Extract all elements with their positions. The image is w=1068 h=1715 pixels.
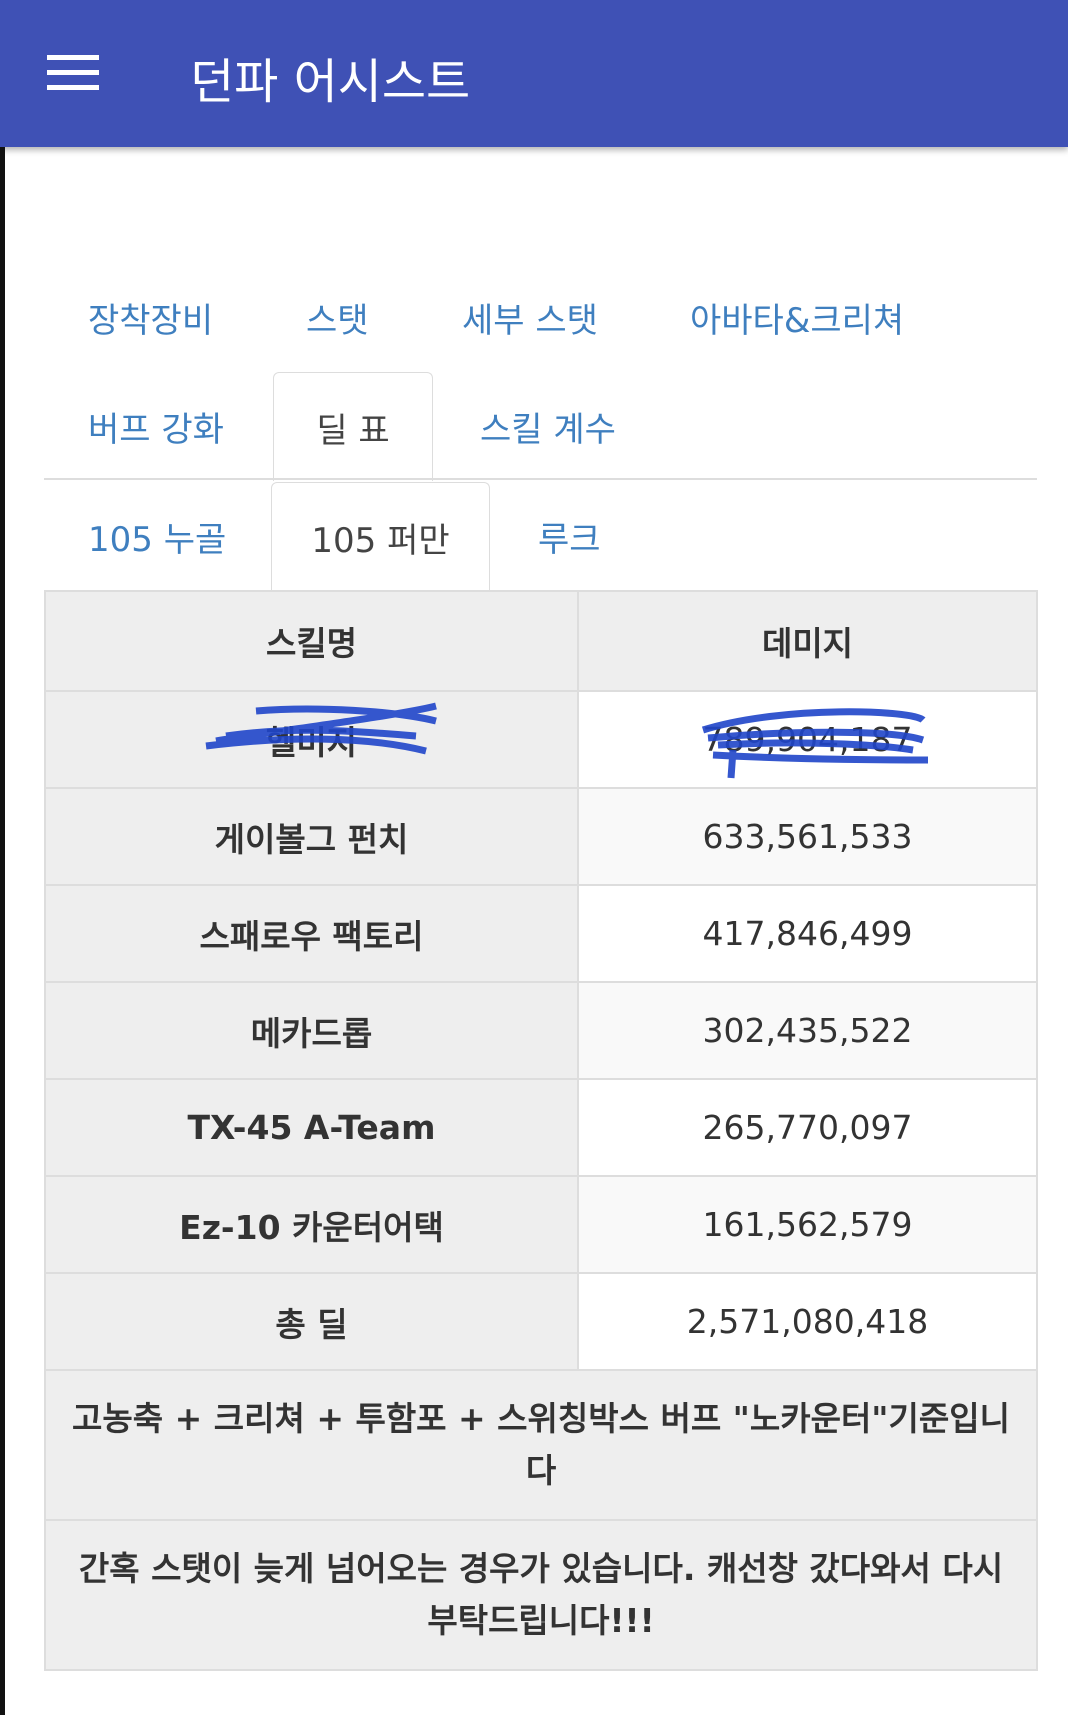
note-row: 고농축 + 크리쳐 + 투함포 + 스위칭박스 버프 "노카운터"기준입니다 bbox=[44, 1369, 1038, 1521]
hamburger-icon[interactable] bbox=[47, 55, 99, 91]
total-row: 총 딜 2,571,080,418 bbox=[44, 1272, 1038, 1371]
redacted-skill: 헬미지 bbox=[205, 702, 437, 764]
app-bar: 던파 어시스트 bbox=[0, 0, 1068, 147]
table-header: 스킬명 데미지 bbox=[44, 590, 1038, 692]
col-damage: 데미지 bbox=[577, 590, 1038, 692]
tab-skill-coef[interactable]: 스킬 계수 bbox=[480, 410, 616, 450]
subtab-105-perman[interactable]: 105 퍼만 bbox=[271, 482, 490, 592]
left-edge bbox=[0, 147, 5, 1715]
tab-equipment[interactable]: 장착장비 bbox=[88, 301, 214, 341]
damage-table: 스킬명 데미지 헬미지 789,904,187 게이볼그 펀치 633,561,53… bbox=[44, 590, 1038, 1671]
col-skill-name: 스킬명 bbox=[44, 590, 579, 692]
subtab-luke[interactable]: 루크 bbox=[538, 520, 601, 560]
scribble-icon bbox=[205, 702, 437, 754]
tab-buff[interactable]: 버프 강화 bbox=[88, 410, 224, 450]
table-row: 헬미지 789,904,187 bbox=[44, 690, 1038, 789]
tab-damage-table[interactable]: 딜 표 bbox=[273, 372, 433, 481]
scribble-icon bbox=[701, 708, 928, 779]
table-row: 메카드롭 302,435,522 bbox=[44, 981, 1038, 1080]
app-title: 던파 어시스트 bbox=[190, 54, 471, 110]
tab-divider bbox=[44, 478, 1037, 480]
table-row: TX-45 A-Team 265,770,097 bbox=[44, 1078, 1038, 1177]
subtab-105-nugol[interactable]: 105 누골 bbox=[88, 520, 227, 560]
tab-avatar-creature[interactable]: 아바타&크리쳐 bbox=[690, 301, 905, 341]
tab-stats[interactable]: 스탯 bbox=[306, 301, 369, 341]
table-row: 스패로우 팩토리 417,846,499 bbox=[44, 884, 1038, 983]
tab-detail-stats[interactable]: 세부 스탯 bbox=[462, 301, 598, 341]
redacted-damage: 789,904,187 bbox=[701, 708, 928, 779]
table-row: Ez-10 카운터어택 161,562,579 bbox=[44, 1175, 1038, 1274]
note-row: 간혹 스탯이 늦게 넘어오는 경우가 있습니다. 캐선창 갔다와서 다시 부탁드… bbox=[44, 1519, 1038, 1671]
table-row: 게이볼그 펀치 633,561,533 bbox=[44, 787, 1038, 886]
